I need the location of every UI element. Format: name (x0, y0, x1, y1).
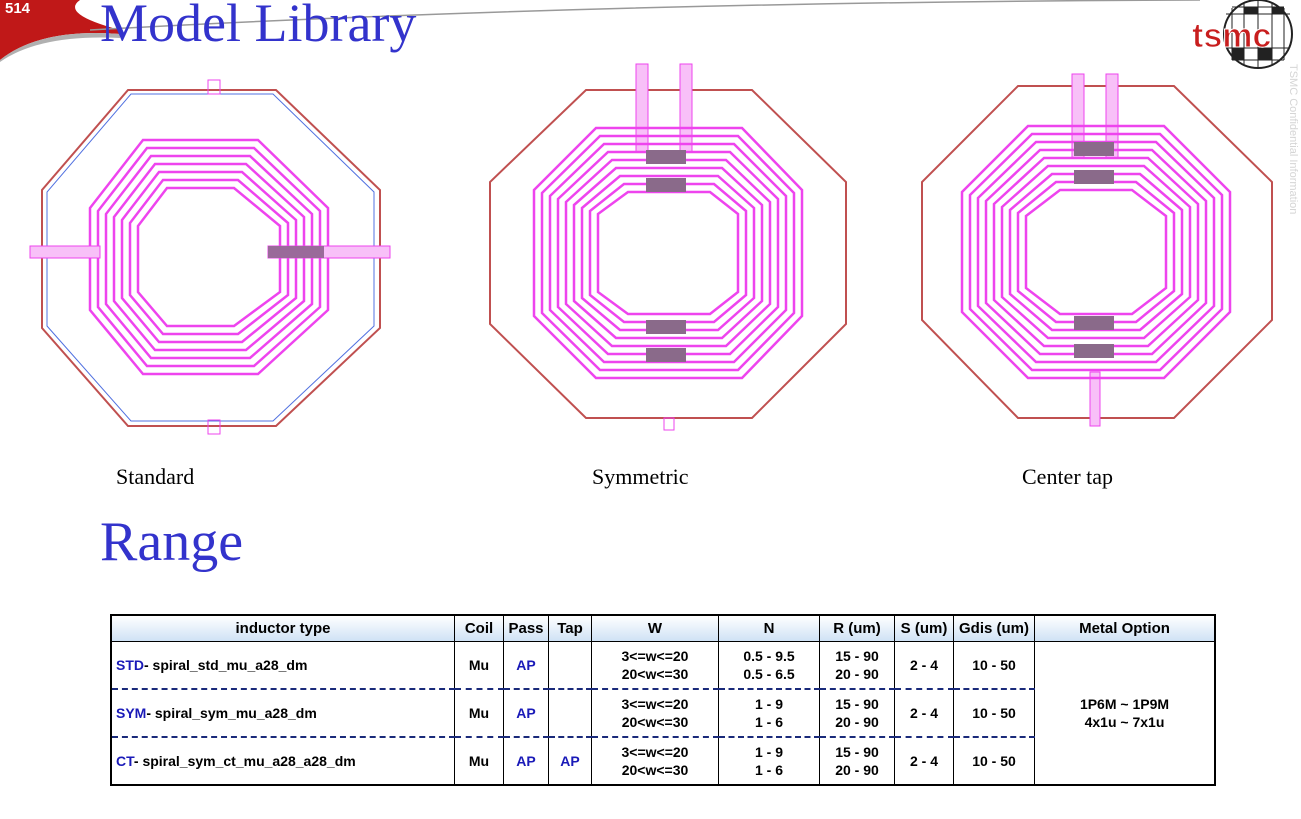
caption-standard: Standard (116, 464, 195, 489)
header-coil: Coil (454, 614, 504, 642)
r-range-1: 15 - 90 (835, 648, 879, 664)
n-range-1: 1 - 9 (754, 744, 783, 760)
table-row: STD- spiral_std_mu_a28_dm Mu AP 3<=w<=20… (110, 641, 1216, 785)
pass-cell: AP (503, 736, 549, 785)
type-prefix: STD (116, 657, 144, 673)
metal-option-thickness: 4x1u ~ 7x1u (1084, 714, 1165, 730)
n-cell: 0.5 - 9.5 0.5 - 6.5 (718, 641, 820, 689)
gdis-cell: 10 - 50 (953, 736, 1035, 785)
s-cell: 2 - 4 (894, 736, 954, 785)
type-name: - spiral_sym_ct_mu_a28_a28_dm (133, 753, 356, 769)
n-range-2: 1 - 6 (754, 762, 783, 778)
w-range-1: 3<=w<=20 (621, 696, 689, 712)
header-pass: Pass (503, 614, 549, 642)
pass-cell: AP (503, 641, 549, 689)
coil-cell: Mu (454, 736, 504, 785)
inductor-type-cell: CT- spiral_sym_ct_mu_a28_a28_dm (110, 736, 455, 785)
header-w: W (591, 614, 719, 642)
side-watermark: TSMC Confidential Information (1287, 64, 1299, 215)
standard-inductor-diagram (29, 79, 391, 435)
w-cell: 3<=w<=20 20<w<=30 (591, 688, 719, 737)
coil-cell: Mu (454, 688, 504, 737)
n-range-1: 0.5 - 9.5 (743, 648, 795, 664)
n-range-1: 1 - 9 (754, 696, 783, 712)
w-range-1: 3<=w<=20 (621, 648, 689, 664)
table-row: SYM- spiral_sym_mu_a28_dm Mu AP 3<=w<=20… (110, 688, 1215, 737)
gdis-cell: 10 - 50 (953, 688, 1035, 737)
tap-cell: AP (548, 736, 592, 785)
w-range-1: 3<=w<=20 (621, 744, 689, 760)
header-swoosh (90, 0, 1200, 31)
symmetric-inductor-diagram (489, 63, 847, 431)
r-cell: 15 - 90 20 - 90 (819, 688, 895, 737)
r-range-2: 20 - 90 (835, 714, 879, 730)
w-range-2: 20<w<=30 (621, 714, 689, 730)
header-metal-option: Metal Option (1034, 614, 1216, 642)
logo-text: tsmc (1192, 17, 1271, 55)
caption-center-tap: Center tap (1022, 464, 1114, 489)
n-range-2: 1 - 6 (754, 714, 783, 730)
type-prefix: CT (116, 753, 134, 769)
header-gdis: Gdis (um) (953, 614, 1035, 642)
pass-cell: AP (503, 688, 549, 737)
type-prefix: SYM (116, 705, 147, 721)
w-range-2: 20<w<=30 (621, 666, 689, 682)
center-tap-inductor-diagram (921, 73, 1273, 427)
table-header-row: inductor type Coil Pass Tap W N R (um) S… (110, 614, 1216, 642)
coil-cell: Mu (454, 641, 504, 689)
range-title: Range (100, 511, 244, 573)
n-cell: 1 - 9 1 - 6 (718, 688, 820, 737)
header-r: R (um) (819, 614, 895, 642)
r-range-1: 15 - 90 (835, 696, 879, 712)
metal-option-layers: 1P6M ~ 1P9M (1079, 696, 1170, 712)
table-row: CT- spiral_sym_ct_mu_a28_a28_dm Mu AP AP… (110, 736, 1215, 785)
w-cell: 3<=w<=20 20<w<=30 (591, 641, 719, 689)
header-tap: Tap (548, 614, 592, 642)
r-range-2: 20 - 90 (835, 666, 879, 682)
s-cell: 2 - 4 (894, 688, 954, 737)
r-range-1: 15 - 90 (835, 744, 879, 760)
gdis-cell: 10 - 50 (953, 641, 1035, 689)
r-cell: 15 - 90 20 - 90 (819, 641, 895, 689)
page-number: 514 (5, 0, 31, 17)
n-range-2: 0.5 - 6.5 (743, 666, 795, 682)
header-s: S (um) (894, 614, 954, 642)
type-name: - spiral_std_mu_a28_dm (144, 657, 308, 673)
n-cell: 1 - 9 1 - 6 (718, 736, 820, 785)
caption-symmetric: Symmetric (592, 464, 689, 489)
page-title: Model Library (100, 0, 417, 53)
w-cell: 3<=w<=20 20<w<=30 (591, 736, 719, 785)
w-range-2: 20<w<=30 (621, 762, 689, 778)
tsmc-logo: tsmc (1192, 0, 1293, 69)
tap-cell (548, 641, 592, 689)
page-number-tab (0, 0, 120, 62)
header-inductor-type: inductor type (110, 614, 455, 642)
type-name: - spiral_sym_mu_a28_dm (146, 705, 317, 721)
inductor-type-cell: STD- spiral_std_mu_a28_dm (110, 641, 455, 689)
s-cell: 2 - 4 (894, 641, 954, 689)
range-table: inductor type Coil Pass Tap W N R (um) S… (110, 614, 1216, 786)
header-n: N (718, 614, 820, 642)
metal-option-cell: 1P6M ~ 1P9M 4x1u ~ 7x1u (1034, 641, 1216, 785)
r-cell: 15 - 90 20 - 90 (819, 736, 895, 785)
tap-cell (548, 688, 592, 737)
inductor-type-cell: SYM- spiral_sym_mu_a28_dm (110, 688, 455, 737)
r-range-2: 20 - 90 (835, 762, 879, 778)
